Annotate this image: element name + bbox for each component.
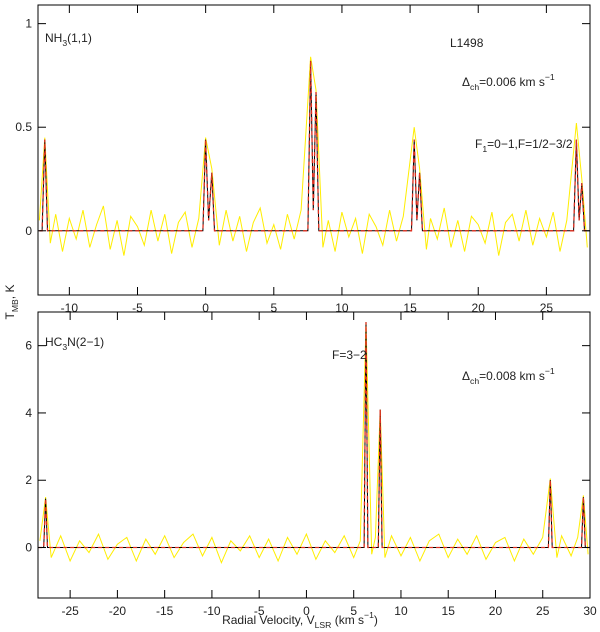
x-tick-label: -10 <box>203 604 221 618</box>
text-part: (1,1) <box>67 31 92 45</box>
x-tick-label: 20 <box>489 604 503 618</box>
x-tick-label: 25 <box>540 301 554 315</box>
x-tick-label: -15 <box>156 604 174 618</box>
x-tick-label: -25 <box>61 604 79 618</box>
text-part: 1 <box>482 144 487 154</box>
x-tick-label: -5 <box>132 301 143 315</box>
text-part: =0.006 km s <box>479 75 545 89</box>
x-tick-label: 5 <box>350 604 357 618</box>
y-tick-label: 1 <box>25 17 32 31</box>
text-part: Δ <box>462 75 470 89</box>
text-part: L1498 <box>450 36 484 50</box>
spectrum-line <box>39 322 589 565</box>
y-tick-label: 0 <box>25 224 32 238</box>
x-tick-label: -10 <box>61 301 79 315</box>
y-tick-label: 0.5 <box>15 120 32 134</box>
y-tick-label: 2 <box>25 473 32 487</box>
x-tick-label: 5 <box>270 301 277 315</box>
fit-line <box>38 322 590 549</box>
text-part: −1 <box>545 366 555 376</box>
text-part: LSR <box>315 620 332 630</box>
x-tick-label: 10 <box>394 604 408 618</box>
annotation: HC3N(2−1) <box>45 335 104 352</box>
x-tick-label: 0 <box>303 604 310 618</box>
text-part: −1 <box>545 72 555 82</box>
text-part: Δ <box>462 369 470 383</box>
x-tick-label: -5 <box>254 604 265 618</box>
annotation: Δch=0.008 km s−1 <box>462 366 555 386</box>
annotation: F1=0−1,F=1/2−3/2 <box>475 137 573 154</box>
x-tick-label: 20 <box>472 301 486 315</box>
text-part: F=3−2 <box>332 348 367 362</box>
text-part: =0.008 km s <box>479 369 545 383</box>
text-part: , K <box>3 285 17 300</box>
x-tick-label: -20 <box>109 604 127 618</box>
y-tick-label: 6 <box>25 339 32 353</box>
y-tick-label: 4 <box>25 406 32 420</box>
text-part: 3 <box>62 38 67 48</box>
text-part: Radial Velocity, V <box>222 613 315 627</box>
text-part: ch <box>470 376 479 386</box>
x-axis-label: Radial Velocity, VLSR (km s−1) <box>222 610 378 630</box>
annotation: Δch=0.006 km s−1 <box>462 72 555 92</box>
x-tick-label: 0 <box>202 301 209 315</box>
y-axis-label: TMB, K <box>3 285 20 320</box>
text-part: F <box>475 137 482 151</box>
text-part: ch <box>470 82 479 92</box>
x-tick-label: 25 <box>536 604 550 618</box>
annotation: F=3−2 <box>332 348 367 362</box>
annotation: L1498 <box>450 36 484 50</box>
y-tick-label: 0 <box>25 541 32 555</box>
panel-frame <box>37 311 591 599</box>
fit-line <box>39 60 590 232</box>
text-part: MB <box>10 299 20 312</box>
text-part: N(2−1) <box>67 335 104 349</box>
text-part: NH <box>45 31 62 45</box>
text-part: 3 <box>62 342 67 352</box>
panel-frame <box>37 4 591 296</box>
x-tick-label: 10 <box>335 301 349 315</box>
annotation: NH3(1,1) <box>45 31 92 48</box>
text-part: =0−1,F=1/2−3/2 <box>487 137 573 151</box>
text-part: T <box>3 311 17 319</box>
text-part: (km s <box>331 613 364 627</box>
text-part: −1 <box>364 610 374 620</box>
text-part: HC <box>45 335 63 349</box>
spectrum-line <box>38 56 588 256</box>
x-tick-label: 15 <box>442 604 456 618</box>
x-tick-label: 15 <box>403 301 417 315</box>
x-tick-label: 30 <box>583 604 597 618</box>
fit-line-base <box>38 322 590 548</box>
text-part: ) <box>374 613 378 627</box>
